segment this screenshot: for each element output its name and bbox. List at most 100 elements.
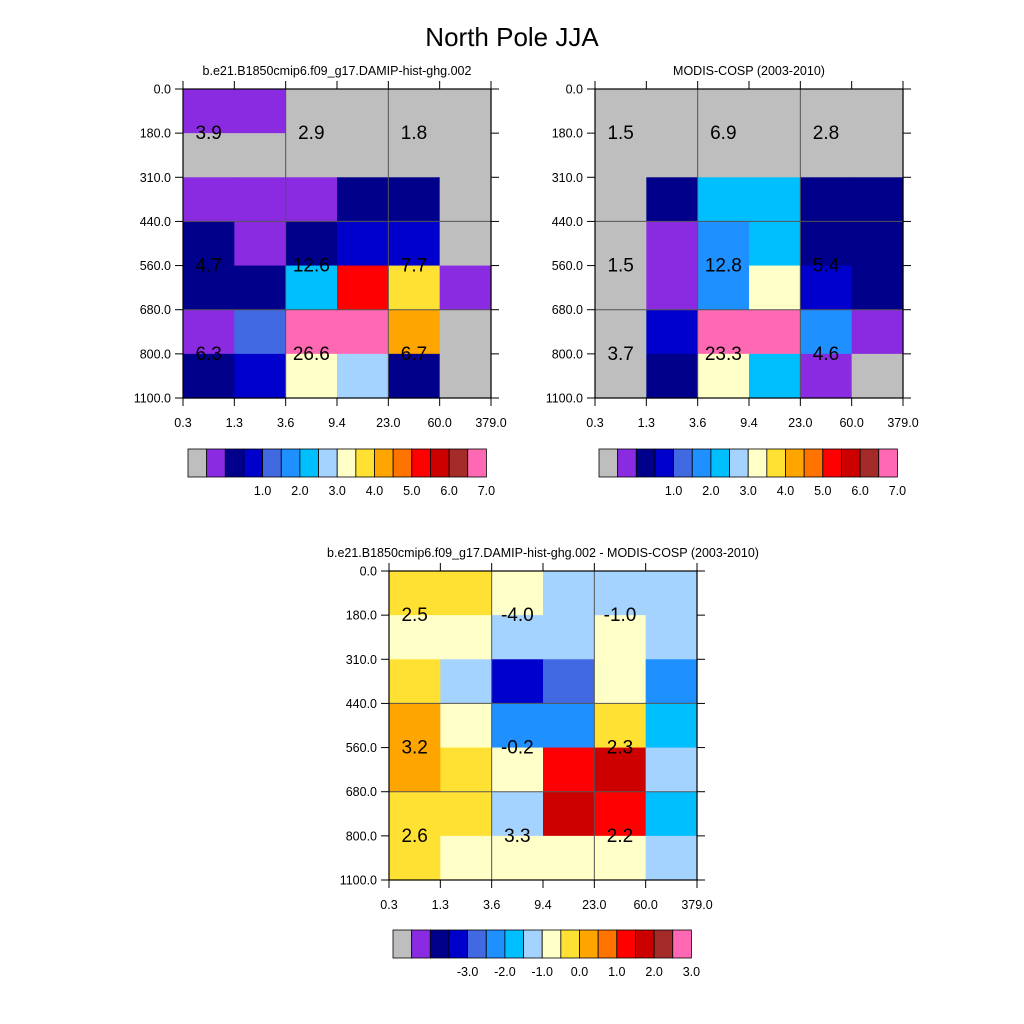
heatmap-cell (595, 133, 647, 178)
heatmap-cell (595, 177, 647, 223)
heatmap-cell (851, 133, 904, 178)
data-value-label: 2.6 (401, 826, 427, 847)
colorbar-label: -3.0 (457, 965, 479, 979)
heatmap-cell (800, 309, 853, 355)
heatmap-cell (389, 747, 441, 793)
heatmap-cell (594, 659, 647, 705)
heatmap-cell (595, 353, 647, 399)
y-tick-label: 1100.0 (134, 392, 171, 406)
x-tick-label: 379.0 (681, 898, 712, 912)
data-value-label: 2.5 (401, 605, 427, 626)
colorbar-box (691, 448, 712, 478)
y-tick-label: 560.0 (346, 741, 377, 755)
heatmap-cell (439, 133, 492, 178)
colorbar-box (430, 448, 450, 478)
heatmap-cell (389, 703, 441, 749)
y-tick-label: 680.0 (552, 303, 583, 317)
data-value-label: -4.0 (501, 605, 534, 626)
y-tick-label: 680.0 (140, 303, 171, 317)
heatmap-cell (234, 133, 287, 178)
colorbar-box (579, 929, 599, 959)
colorbar-box (224, 448, 245, 478)
y-tick-label: 0.0 (360, 565, 377, 579)
heatmap-cell (388, 133, 441, 178)
data-value-label: 2.8 (813, 123, 839, 144)
heatmap-cell (851, 265, 904, 311)
heatmap-cell (646, 265, 699, 311)
colorbar-label: 3.0 (683, 965, 700, 979)
heatmap-cell (234, 221, 287, 267)
data-value-label: 23.3 (705, 344, 742, 365)
heatmap-cell (439, 265, 492, 311)
y-tick-label: 180.0 (140, 127, 171, 141)
y-tick-label: 680.0 (346, 785, 377, 799)
heatmap-cell (183, 309, 235, 355)
panel-title: MODIS-COSP (2003-2010) (673, 64, 825, 78)
heatmap-cell (594, 703, 647, 749)
heatmap-cell (388, 221, 441, 267)
colorbar-label: 6.0 (851, 484, 868, 498)
colorbar-box (673, 448, 693, 478)
heatmap-cell (337, 177, 389, 223)
x-tick-label: 9.4 (534, 898, 551, 912)
colorbar-box (280, 448, 301, 478)
y-tick-label: 180.0 (346, 609, 377, 623)
heatmap-cell (646, 177, 699, 223)
colorbar-label: 3.0 (329, 484, 346, 498)
colorbar-box (485, 929, 506, 959)
heatmap-cell (439, 353, 492, 399)
heatmap-cell (183, 221, 235, 267)
heatmap-cell (337, 265, 389, 311)
data-value-label: 1.5 (607, 123, 633, 144)
data-value-label: 6.3 (195, 344, 221, 365)
x-tick-label: 0.3 (380, 898, 397, 912)
y-tick-label: 180.0 (552, 127, 583, 141)
heatmap-cell (800, 353, 853, 399)
x-tick-label: 60.0 (427, 416, 451, 430)
heatmap-cell (543, 659, 595, 705)
heatmap-cell (388, 177, 441, 223)
heatmap-cell (440, 703, 493, 749)
colorbar-label: 5.0 (403, 484, 420, 498)
x-tick-label: 60.0 (633, 898, 657, 912)
heatmap-cell (749, 353, 801, 399)
data-value-label: 1.5 (607, 256, 633, 277)
colorbar-box (467, 448, 487, 478)
colorbar-box (841, 448, 861, 478)
heatmap-cell (595, 89, 647, 134)
heatmap-cell (285, 89, 338, 134)
x-tick-label: 9.4 (328, 416, 345, 430)
heatmap-cell (440, 615, 493, 660)
heatmap-cell (543, 703, 595, 749)
data-value-label: 12.6 (293, 256, 330, 277)
colorbar-label: 5.0 (814, 484, 831, 498)
colorbar-box (336, 448, 357, 478)
x-tick-label: 1.3 (432, 898, 449, 912)
heatmap-cell (543, 571, 595, 616)
heatmap-cell (388, 89, 441, 134)
colorbar-box (206, 448, 226, 478)
heatmap-cell (440, 571, 493, 616)
colorbar-box (392, 929, 413, 959)
data-value-label: 12.8 (705, 256, 742, 277)
heatmap-cell (337, 353, 389, 399)
heatmap-cell (388, 309, 441, 355)
colorbar-box (374, 448, 394, 478)
colorbar-box (392, 448, 413, 478)
heatmap-cell (491, 835, 544, 881)
heatmap-cell (234, 89, 287, 134)
heatmap-cell (440, 747, 493, 793)
y-tick-label: 800.0 (140, 347, 171, 361)
data-value-label: 4.6 (813, 344, 839, 365)
heatmap-cell (594, 747, 647, 793)
heatmap-cell (389, 659, 441, 705)
heatmap-cell (851, 89, 904, 134)
heatmap-cell (285, 133, 338, 178)
y-tick-label: 440.0 (346, 697, 377, 711)
panel-title: b.e21.B1850cmip6.f09_g17.DAMIP-hist-ghg.… (327, 546, 759, 560)
data-value-label: 2.3 (607, 738, 633, 759)
colorbar-label: 4.0 (366, 484, 383, 498)
x-tick-label: 379.0 (887, 416, 918, 430)
heatmap-cell (646, 353, 699, 399)
